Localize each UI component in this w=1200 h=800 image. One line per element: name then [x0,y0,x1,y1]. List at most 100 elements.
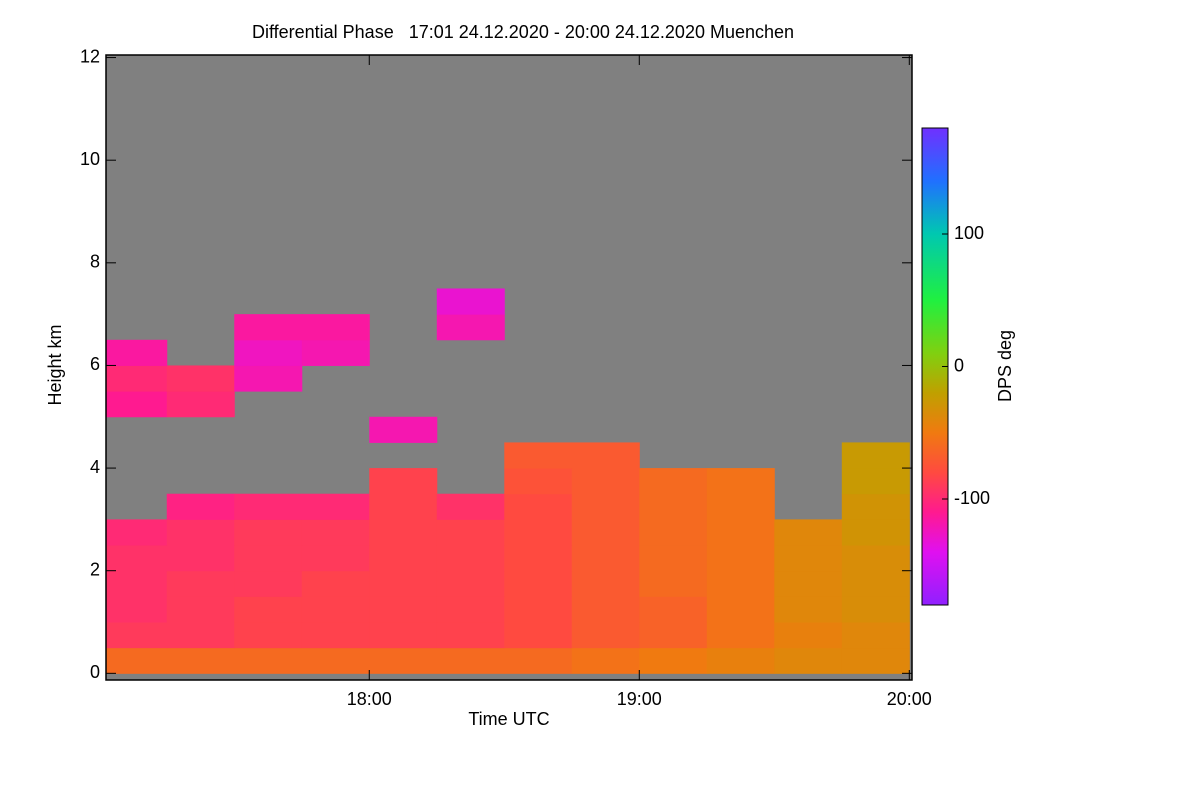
heat-cell [436,314,505,341]
heat-cell [504,468,573,495]
heat-cell [504,493,573,520]
heat-cell [106,596,168,623]
colorbar-tick-label: -100 [954,488,990,508]
y-axis-label: Height km [45,324,65,405]
heat-cell [369,468,438,495]
heat-cell [166,493,235,520]
heat-cell [166,519,235,546]
heat-cell [234,519,303,546]
heat-cell [234,314,303,341]
heat-cell [841,442,910,469]
heat-cell [166,596,235,623]
heat-cell [571,647,640,674]
y-tick-label: 2 [90,559,100,579]
heat-cell [106,519,168,546]
heat-cell [571,493,640,520]
colorbar-tick-label: 0 [954,355,964,375]
heat-cell [504,442,573,469]
heat-cell [436,288,505,315]
heat-cell [166,647,235,674]
heat-cell [301,339,370,366]
heat-cell [841,468,910,495]
heat-cell [436,545,505,572]
heat-cell [504,519,573,546]
heat-cell [106,622,168,649]
heat-cell [706,519,775,546]
heat-cell [639,596,708,623]
heat-cell [706,468,775,495]
heat-cell [639,622,708,649]
heat-cell [106,365,168,392]
heat-cell [166,545,235,572]
x-tick-label: 19:00 [617,689,662,709]
heat-cell [234,596,303,623]
heat-cell [369,493,438,520]
heat-cell [301,622,370,649]
heat-cell [774,545,843,572]
heat-cell [369,622,438,649]
heat-cell [639,493,708,520]
heat-cell [166,365,235,392]
y-tick-label: 12 [80,46,100,66]
heat-cell [504,570,573,597]
heat-cell [571,545,640,572]
heat-cell [369,596,438,623]
heat-cell [234,545,303,572]
heat-cell [106,647,168,674]
heat-cell [639,545,708,572]
heat-cell [504,596,573,623]
heat-cell [571,622,640,649]
heat-cell [774,647,843,674]
heat-cell [841,493,910,520]
heat-cell [706,570,775,597]
heat-cell [301,570,370,597]
heat-cell [639,468,708,495]
heat-cell [106,339,168,366]
heat-cell [639,519,708,546]
heat-cell [504,647,573,674]
y-tick-label: 10 [80,149,100,169]
heat-cell [571,596,640,623]
heat-cell [234,647,303,674]
heat-cell [841,545,910,572]
heat-cell [301,314,370,341]
heat-cell [166,622,235,649]
heat-cell [706,622,775,649]
heat-cell [234,622,303,649]
chart-title: Differential Phase 17:01 24.12.2020 - 20… [252,22,794,42]
heat-cell [436,519,505,546]
heat-cell [436,647,505,674]
x-tick-label: 18:00 [347,689,392,709]
heatmap [106,55,912,680]
heat-cell [841,596,910,623]
heat-cell [234,339,303,366]
heat-cell [504,545,573,572]
x-axis-label: Time UTC [468,709,549,729]
heat-cell [436,570,505,597]
heat-cell [106,545,168,572]
heat-cell [774,622,843,649]
heat-cell [369,545,438,572]
heat-cell [639,647,708,674]
heat-cell [234,570,303,597]
plot-frame [105,54,913,681]
heat-cell [301,596,370,623]
heat-cell [436,596,505,623]
heat-cell [841,622,910,649]
heat-cell [369,519,438,546]
heat-cell [106,570,168,597]
heat-cell [706,596,775,623]
heat-cell [436,622,505,649]
heat-cell [571,468,640,495]
heat-cell [841,570,910,597]
heat-cell [106,391,168,418]
heat-cell [774,519,843,546]
y-tick-label: 8 [90,252,100,272]
heat-cell [706,647,775,674]
y-tick-label: 4 [90,457,100,477]
heat-cell [166,391,235,418]
heat-cell [571,570,640,597]
heat-cell [234,365,303,392]
